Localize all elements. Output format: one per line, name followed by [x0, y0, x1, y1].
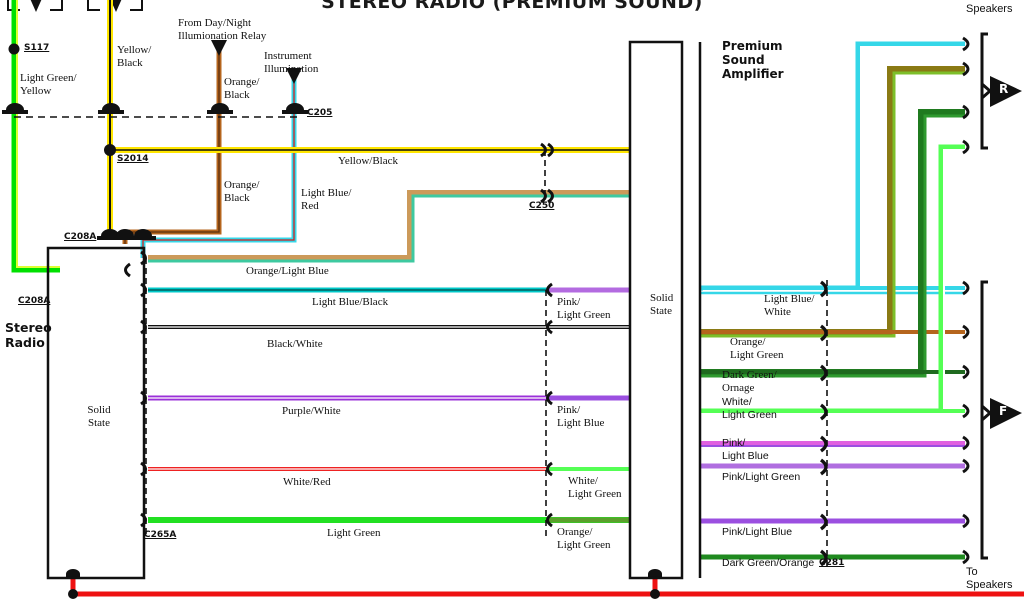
- connector-c281-column: [819, 280, 828, 567]
- label-to-speakers-bottom: To Speakers: [966, 566, 1013, 591]
- wire-orange-black-vert-core: [124, 48, 220, 244]
- wire-label-light-green: Light Green: [327, 527, 381, 539]
- connector-label-c205: C205: [307, 108, 333, 118]
- connector-label-c265a: C265A: [144, 530, 177, 540]
- label-to-speakers-top: To Speakers: [966, 0, 1013, 15]
- connector-label-c208a-top: C208A: [64, 232, 97, 242]
- connector-label-c281: C281: [819, 558, 845, 568]
- speaker-marker-label-rear: R: [999, 82, 1009, 96]
- wire-label-orange-light-green-out: Orange/ Light Green: [730, 336, 784, 361]
- connector-c208a-left: [124, 262, 131, 278]
- wire-label-orange-black-upper: Orange/ Black: [224, 76, 260, 101]
- amplifier-box: [628, 40, 684, 580]
- component-label-stereo-radio: Stereo Radio: [5, 320, 52, 350]
- diagram-title: STEREO RADIO (PREMIUM SOUND): [321, 0, 703, 13]
- wire-amp-orange-lightgreen-trace: [700, 71, 965, 338]
- connector-c265a-column: [140, 250, 147, 528]
- wire-label-pink-light-green-out: Pink/Light Green: [722, 471, 801, 483]
- wire-orange-light-blue: [148, 190, 630, 261]
- connector-label-c208a-left: C208A: [18, 296, 51, 306]
- wire-light-green-yellow-trace: [16, 0, 60, 268]
- splice-s2014: [104, 144, 116, 156]
- wire-orange-black-vert: [122, 48, 222, 244]
- ground-connector-amp: [648, 569, 662, 578]
- wire-label-pink-light-blue-in: Pink/ Light Blue: [557, 404, 605, 429]
- wire-label-white-red: White/Red: [283, 476, 331, 488]
- ground-splice: [68, 589, 78, 599]
- stereo-radio-box: [46, 246, 146, 580]
- label-instrument-illumination: Instrument Illumination: [264, 50, 319, 75]
- wire-label-orange-light-blue: Orange/Light Blue: [246, 265, 329, 277]
- wire-label-orange-black-lower: Orange/ Black: [224, 179, 260, 204]
- fuse-arrow-left: [30, 0, 42, 12]
- component-inner-label-stereo-radio: Solid State: [87, 404, 111, 429]
- wire-label-white-light-green-out: White/ Light Green: [722, 396, 777, 421]
- wire-label-light-green-yellow: Light Green/ Yellow: [20, 72, 77, 97]
- arrow-instrument-illum: [286, 68, 302, 84]
- wire-orange-light-blue-trace: [148, 194, 630, 263]
- wire-label-pink-light-blue-out: Pink/ Light Blue: [722, 437, 769, 462]
- wire-label-dark-green-orange-lower-out: Dark Green/Orange: [722, 557, 815, 569]
- ground-connector-radio: [66, 569, 80, 578]
- wire-label-light-blue-black: Light Blue/Black: [312, 296, 389, 308]
- wire-amp-darkgreen-orange-trace: [700, 114, 965, 378]
- wire-label-yellow-black-bus: Yellow/Black: [338, 155, 398, 167]
- wire-label-orange-light-green-in: Orange/ Light Green: [557, 526, 611, 551]
- speaker-terminals: [962, 36, 970, 565]
- wire-label-dark-green-ornage-out: Dark Green/ Ornage: [722, 369, 777, 394]
- ground-splice-amp: [650, 589, 660, 599]
- speaker-marker-rear: [990, 76, 1022, 107]
- wire-label-light-blue-white-out: Light Blue/ White: [764, 293, 815, 318]
- fuse-arrow-right: [110, 0, 122, 12]
- wire-label-pink-light-blue-lower-out: Pink/Light Blue: [722, 526, 793, 538]
- wire-label-purple-white: Purple/White: [282, 405, 341, 417]
- component-label-amplifier: Premium Sound Amplifier: [722, 39, 784, 81]
- connector-symbols-c208a: [97, 229, 156, 240]
- splice-s117: [8, 43, 20, 55]
- speaker-bracket-rear: [980, 32, 988, 150]
- fuse-box-right: [87, 0, 143, 11]
- speaker-marker-label-front: F: [999, 404, 1008, 418]
- splice-label-s2014: S2014: [117, 154, 149, 164]
- connector-symbols-c205: [2, 103, 308, 114]
- wire-label-light-blue-red: Light Blue/ Red: [301, 187, 352, 212]
- wire-label-white-light-green-in: White/ Light Green: [568, 475, 622, 500]
- arrow-day-night-relay: [211, 40, 227, 56]
- wire-light-green-yellow: [11, 0, 60, 273]
- component-inner-label-amplifier: Solid State: [650, 292, 674, 317]
- speaker-marker-front: [990, 398, 1022, 429]
- wire-ground-red: [70, 578, 1024, 597]
- wire-amp-lightblue-white-core: [703, 46, 965, 292]
- label-day-night-relay: From Day/Night Illumionation Relay: [178, 17, 267, 42]
- splice-label-s117: S117: [24, 43, 50, 53]
- connector-amp-input-column: [546, 282, 553, 528]
- wire-label-black-white: Black/White: [267, 338, 323, 350]
- wire-amp-white-lightgreen-core: [700, 149, 965, 415]
- connector-label-c250: C250: [529, 201, 555, 211]
- inline-connectors-c250: [540, 142, 554, 204]
- wire-label-pink-light-green-in: Pink/ Light Green: [557, 296, 611, 321]
- wire-label-yellow-black-left: Yellow/ Black: [117, 44, 152, 69]
